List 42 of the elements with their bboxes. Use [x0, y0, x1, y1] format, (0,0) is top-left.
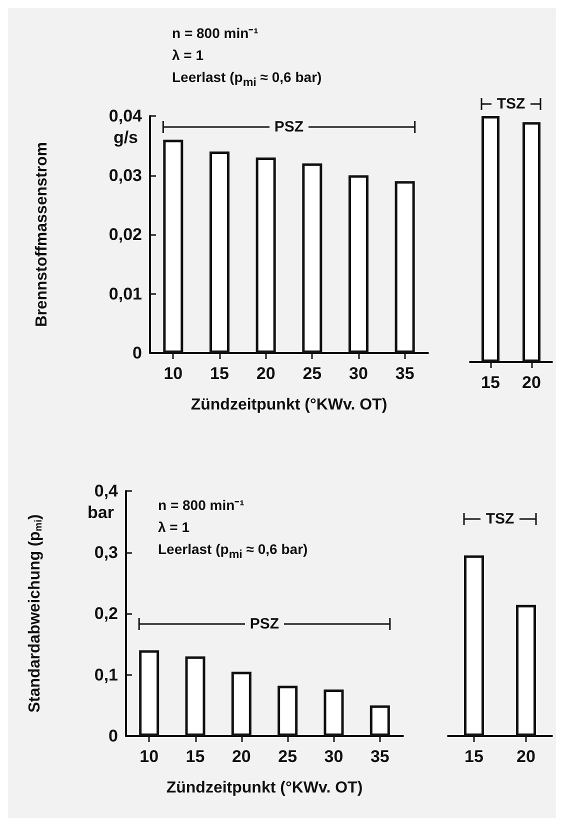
y-tick-label: 0,03	[108, 166, 142, 185]
text: λ = 1	[172, 46, 205, 65]
x-tick-label: 20	[516, 747, 536, 766]
x-axis-title: Zündzeitpunkt (°KWv. OT)	[166, 780, 363, 796]
annotation: n = 800 min⁻¹	[158, 496, 246, 515]
text: n = 800 min⁻¹	[172, 24, 260, 43]
y-tick-label: 0,2	[94, 604, 118, 623]
x-tick-label: 15	[481, 373, 500, 392]
y-axis-title: Standardabweichung (pmi)	[26, 514, 44, 713]
y-tick-label: 0,4	[94, 482, 119, 500]
x-tick-label: 30	[349, 364, 368, 383]
x-tick-label: 25	[278, 747, 298, 766]
x-tick-label: 35	[370, 747, 390, 766]
annotation: PSZ	[250, 616, 280, 632]
annotation: TSZ	[486, 510, 514, 528]
x-tick-label: 35	[395, 364, 414, 383]
x-tick-label: 25	[302, 364, 322, 383]
x-tick-label: 20	[522, 373, 541, 392]
text: TSZ	[496, 96, 526, 112]
y-axis-title: Brennstoffmassenstrom	[34, 142, 50, 327]
x-tick-label: 10	[164, 364, 183, 383]
x-tick-label: 10	[140, 747, 159, 766]
text: g/s	[113, 128, 138, 148]
x-tick-label: 20	[232, 747, 251, 766]
text: bar	[88, 503, 114, 523]
text: Leerlast (p$_{mi}$ ≈ 0,6 bar)	[172, 68, 322, 91]
x-tick-label: 15	[464, 747, 484, 766]
y-tick-label: 0,3	[94, 542, 118, 562]
x-tick-label: 30	[324, 747, 344, 766]
annotation: PSZ	[274, 118, 304, 136]
y-tick-label: 0	[108, 726, 118, 746]
y-tick-label: 0,02	[108, 225, 142, 244]
y-tick-label: 0,04	[108, 106, 143, 126]
y-tick-label: 0,01	[108, 284, 142, 304]
x-tick-label: 15	[186, 747, 205, 766]
y-tick-label: 0,1	[94, 665, 118, 684]
annotation: λ = 1	[158, 518, 191, 537]
x-axis-title: Zündzeitpunkt (°KWv. OT)	[190, 396, 388, 414]
x-tick-label: 15	[210, 364, 229, 383]
y-tick-label: 0	[132, 344, 142, 362]
x-tick-label: 20	[256, 364, 276, 383]
annotation: Leerlast (p$_{mi}$ ≈ 0,6 bar)	[158, 540, 308, 563]
